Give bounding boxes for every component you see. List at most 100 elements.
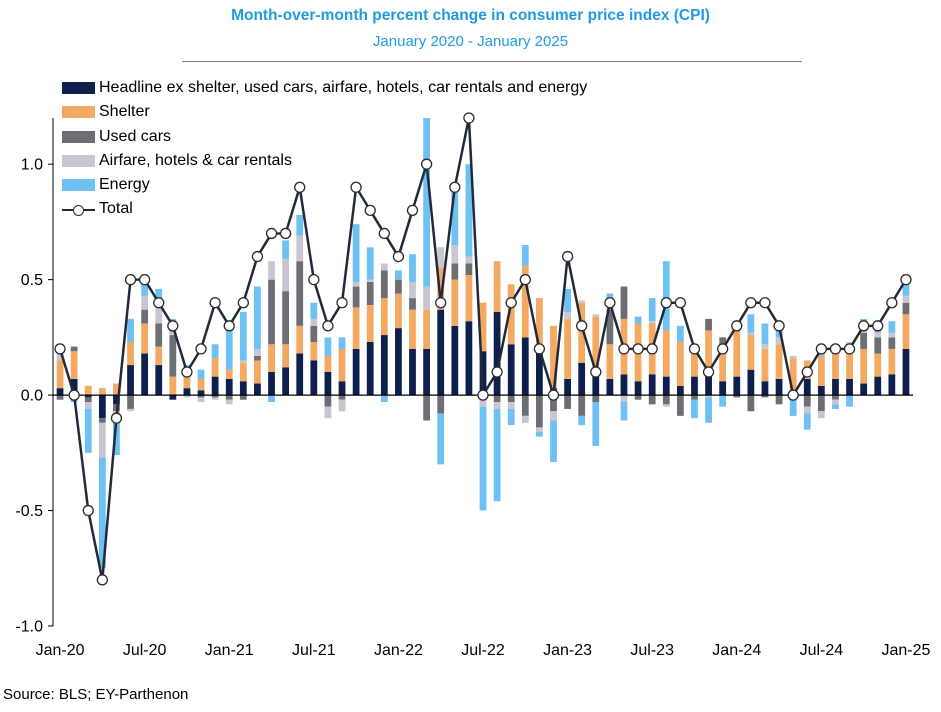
total-point-Jan-22 [392, 250, 405, 263]
total-point-Aug-21 [322, 320, 334, 332]
bar-airfare-Jan-20 [56, 353, 64, 361]
bar-energy-Nov-24 [874, 330, 882, 333]
total-point-Nov-23 [702, 366, 715, 378]
bar-core-Feb-22 [409, 348, 416, 396]
bar-used_cars-Oct-21 [352, 286, 360, 308]
legend-label-shelter: Shelter [99, 103, 150, 121]
bar-energy-Sep-24 [846, 395, 853, 407]
total-point-Jun-21 [294, 181, 306, 193]
bar-shelter-Aug-21 [324, 355, 332, 372]
bar-core-Aug-22 [493, 311, 501, 396]
bar-airfare-Jan-23 [564, 311, 571, 319]
bar-used_cars-Dec-20 [211, 395, 219, 398]
total-point-Sep-20 [167, 320, 179, 332]
x-tick-label: Jan-23 [543, 642, 592, 659]
total-point-Dec-22 [547, 389, 560, 401]
bar-core-Nov-20 [197, 390, 205, 396]
bar-energy-Dec-23 [719, 395, 727, 407]
y-tick-label: -0.5 [15, 503, 43, 520]
total-point-Aug-22 [491, 366, 503, 378]
bar-energy-Aug-23 [662, 261, 670, 331]
bar-used_cars-Nov-22 [536, 395, 543, 428]
bar-airfare-Feb-24 [747, 332, 755, 336]
total-point-Feb-24 [745, 297, 757, 309]
bar-energy-Jul-21 [310, 302, 318, 319]
total-point-Aug-20 [153, 297, 165, 309]
bar-shelter-Oct-22 [521, 265, 529, 338]
total-point-Sep-22 [505, 297, 517, 309]
bar-used_cars-Aug-20 [155, 323, 163, 347]
legend: Headline ex shelter, used cars, airfare,… [62, 76, 587, 222]
bar-used_cars-Oct-24 [860, 332, 868, 349]
bar-airfare-Apr-22 [437, 247, 445, 269]
bar-core-Aug-21 [324, 372, 332, 396]
bar-energy-Nov-21 [366, 247, 374, 280]
bar-airfare-Mar-24 [761, 344, 769, 349]
bar-airfare-Apr-20 [98, 422, 106, 458]
total-point-Jun-22 [463, 112, 475, 124]
bar-shelter-Aug-20 [155, 346, 163, 366]
bar-energy-Dec-20 [211, 344, 219, 359]
bar-shelter-Mar-24 [761, 348, 769, 382]
bar-shelter-Jan-22 [395, 293, 402, 329]
bar-used_cars-Apr-20 [98, 418, 106, 423]
bar-shelter-Feb-20 [70, 351, 78, 379]
total-point-Mar-20 [82, 504, 94, 517]
bar-core-Sep-23 [676, 385, 684, 396]
bar-core-Sep-21 [338, 381, 346, 396]
bar-core-Jun-23 [634, 381, 642, 396]
bar-core-Feb-24 [747, 369, 755, 396]
bar-energy-Nov-23 [705, 397, 712, 423]
bar-airfare-Jul-23 [648, 321, 656, 324]
bar-airfare-May-22 [451, 245, 459, 264]
bar-shelter-Jan-20 [56, 360, 64, 389]
bar-core-Apr-22 [437, 309, 445, 396]
bar-airfare-Sep-20 [169, 332, 177, 336]
bar-used_cars-Oct-23 [691, 395, 698, 400]
bar-airfare-May-21 [282, 258, 290, 292]
bar-shelter-May-20 [113, 383, 120, 396]
bar-energy-Aug-24 [832, 404, 839, 409]
x-tick-label: Jan-21 [205, 642, 254, 659]
bar-shelter-Apr-22 [437, 268, 445, 310]
bar-energy-Oct-22 [521, 245, 529, 266]
bar-core-Jun-22 [465, 321, 473, 396]
bar-energy-Oct-21 [352, 224, 360, 282]
total-point-May-21 [279, 227, 292, 240]
bar-energy-Feb-21 [239, 311, 247, 361]
total-point-Jan-21 [223, 320, 235, 332]
bar-energy-Nov-20 [197, 369, 205, 379]
bar-energy-Mar-20 [84, 408, 92, 453]
bar-shelter-Nov-23 [705, 330, 712, 372]
bar-shelter-Dec-20 [211, 358, 219, 377]
total-point-May-20 [110, 412, 123, 424]
bar-airfare-Jan-21 [225, 399, 233, 405]
bar-shelter-Oct-23 [691, 348, 698, 377]
bar-used_cars-Jan-22 [395, 279, 402, 294]
y-tick-label: 1.0 [21, 157, 43, 174]
bar-energy-Oct-20 [183, 365, 191, 368]
x-tick-label: Jan-24 [712, 642, 761, 659]
bar-core-Dec-21 [380, 335, 388, 396]
bar-core-Jun-20 [127, 365, 134, 396]
bar-used_cars-Jan-23 [564, 395, 571, 409]
bar-core-Mar-21 [254, 383, 261, 396]
bar-airfare-Sep-21 [338, 399, 346, 412]
chart-subtitle: January 2020 - January 2025 [372, 33, 569, 50]
bar-airfare-Apr-21 [268, 261, 275, 280]
bar-energy-May-21 [282, 240, 290, 259]
bar-used_cars-Sep-22 [507, 395, 515, 403]
bar-energy-Jul-23 [648, 298, 656, 322]
bar-energy-Dec-21 [380, 395, 388, 403]
bar-used_cars-Jun-23 [634, 395, 642, 400]
total-point-Oct-24 [858, 320, 870, 332]
bar-airfare-May-23 [620, 395, 628, 403]
bar-airfare-Aug-22 [493, 402, 501, 409]
bar-airfare-Nov-20 [197, 397, 205, 403]
bar-energy-Jun-22 [465, 164, 473, 257]
bar-airfare-Jan-25 [902, 295, 910, 303]
total-point-May-24 [787, 389, 799, 401]
bar-energy-Mar-23 [592, 402, 600, 446]
bar-shelter-Feb-21 [239, 362, 247, 382]
bar-shelter-Jun-20 [127, 341, 134, 366]
